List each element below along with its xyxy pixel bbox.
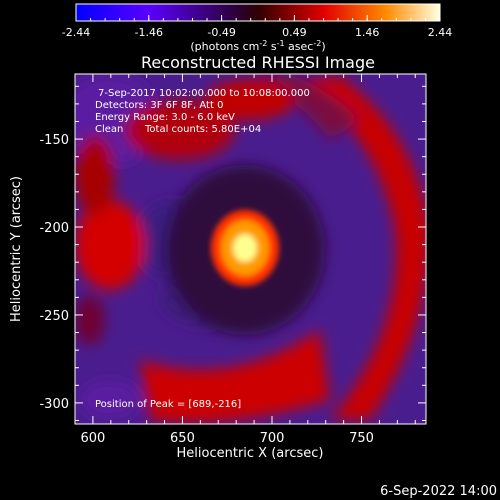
peak-position-text: Position of Peak = [689,-216] (95, 399, 241, 410)
energy-range-text: Energy Range: 3.0 - 6.0 keV (95, 112, 235, 123)
colorbar-tick-label: -0.49 (207, 26, 235, 39)
y-tick-label: -150 (39, 133, 69, 148)
x-tick-label: 600 (80, 431, 105, 446)
x-tick-label: 700 (260, 431, 285, 446)
footer-timestamp: 6-Sep-2022 14:00 (380, 484, 497, 499)
heatmap-image (75, 74, 426, 424)
colorbar-unit-label: (photons cm-2 s-1 asec-2) (190, 39, 325, 53)
colorbar-tick-label: 0.49 (282, 26, 307, 39)
detectors-text: Detectors: 3F 6F 8F, Att 0 (95, 100, 223, 111)
plot-frame (74, 73, 427, 425)
x-tick-label: 650 (170, 431, 195, 446)
x-tick-label: 750 (349, 431, 374, 446)
colorbar-tick-label: 2.44 (428, 26, 453, 39)
colorbar-tick-label: -1.46 (135, 26, 163, 39)
y-tick-label: -300 (39, 397, 69, 412)
y-axis: -150 -200 -250 -300 (39, 85, 426, 421)
colorbar-ticks: -2.44 -1.46 -0.49 0.49 1.46 2.44 (62, 15, 452, 39)
x-axis: 600 650 700 750 (80, 74, 416, 446)
colorbar-tick-label: -2.44 (62, 26, 90, 39)
algorithm-text: Clean (95, 124, 123, 135)
y-tick-label: -250 (39, 309, 69, 324)
x-axis-label: Heliocentric X (arcsec) (177, 446, 324, 461)
y-tick-label: -200 (39, 221, 69, 236)
observation-annotations: 7-Sep-2017 10:02:00.000 to 10:08:00.000 … (95, 88, 310, 410)
y-axis-label: Heliocentric Y (arcsec) (9, 176, 24, 322)
time-range-text: 7-Sep-2017 10:02:00.000 to 10:08:00.000 (98, 88, 310, 99)
chart-title: Reconstructed RHESSI Image (141, 53, 375, 72)
colorbar-tick-label: 1.46 (355, 26, 380, 39)
total-counts-text: Total counts: 5.80E+04 (144, 124, 261, 135)
colorbar: -2.44 -1.46 -0.49 0.49 1.46 2.44 (photons cm-… (62, 3, 452, 53)
colorbar-gradient (75, 3, 441, 22)
